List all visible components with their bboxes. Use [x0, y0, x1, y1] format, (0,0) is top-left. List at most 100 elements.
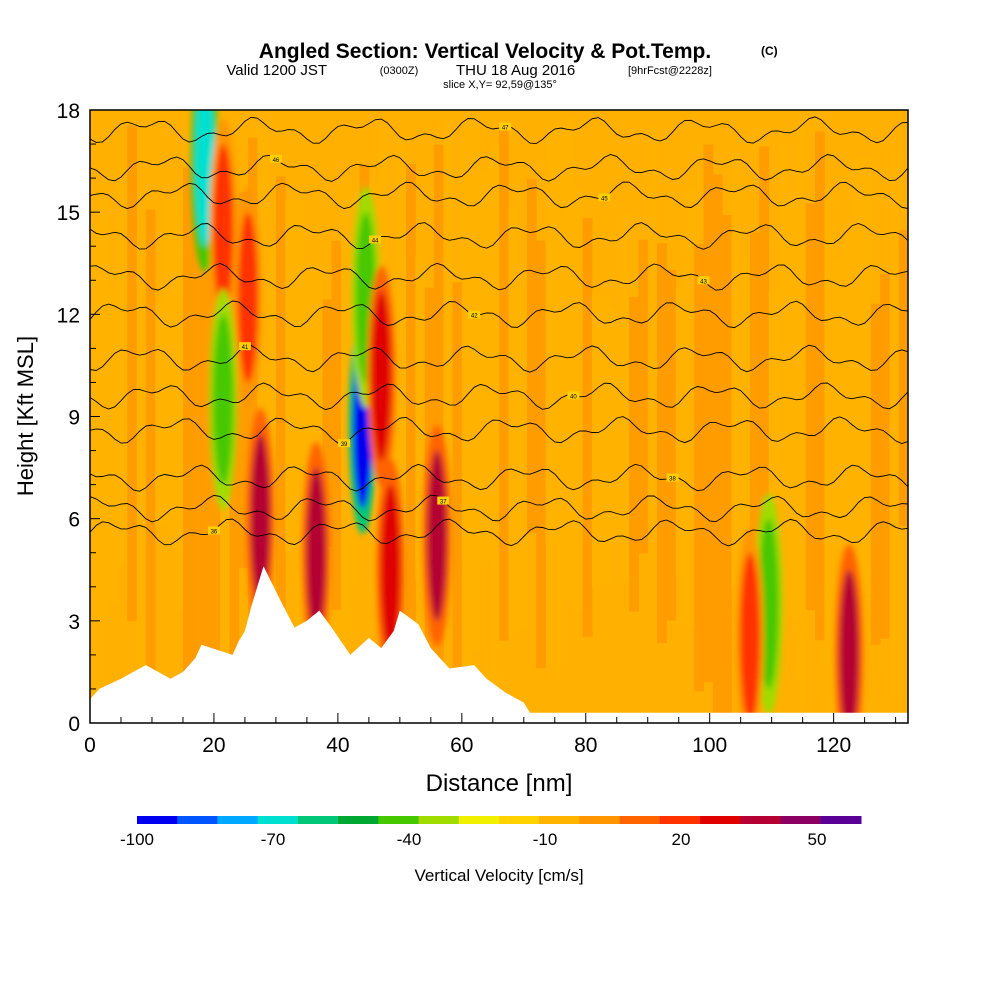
colorbar-tick-label: -40 — [397, 830, 422, 849]
velocity-band — [164, 200, 175, 528]
contour-label: 45 — [601, 196, 608, 202]
velocity-band — [712, 174, 723, 719]
velocity-band — [127, 125, 137, 622]
theta-contour — [90, 382, 908, 411]
contour-label: 39 — [341, 442, 348, 448]
colorbar-swatch — [659, 816, 701, 824]
valid-date: THU 18 Aug 2016 — [456, 62, 575, 79]
velocity-band — [777, 143, 788, 624]
velocity-band — [461, 120, 472, 666]
velocity-band — [443, 114, 454, 614]
contour-label-bg — [269, 154, 282, 163]
colorbar-swatch — [418, 816, 460, 824]
colorbar-swatch — [700, 816, 741, 824]
colorbar: -100 -70 -40 -10 20 50 — [120, 816, 862, 849]
velocity-band — [805, 203, 816, 610]
theta-contour — [90, 181, 908, 210]
contour-label: 40 — [570, 394, 577, 400]
x-tick-label: 40 — [326, 734, 349, 757]
theta-contour — [90, 116, 908, 145]
contour-label: 38 — [669, 477, 676, 483]
colorbar-swatch — [820, 816, 862, 824]
colorbar-tick-label: -70 — [261, 830, 286, 849]
velocity-core — [740, 552, 760, 723]
velocity-band — [108, 289, 119, 603]
velocity-band — [582, 217, 593, 637]
velocity-band — [313, 266, 323, 548]
colorbar-tick-label: -10 — [533, 830, 558, 849]
colorbar-tick-label: -100 — [120, 830, 154, 849]
velocity-band — [870, 303, 881, 645]
velocity-band — [145, 209, 156, 687]
y-tick-label: 9 — [68, 407, 80, 430]
velocity-band — [880, 274, 890, 639]
colorbar-label: Vertical Velocity [cm/s] — [414, 866, 583, 885]
velocity-band — [722, 215, 732, 716]
contour-label-bg — [567, 391, 580, 400]
velocity-band — [610, 307, 621, 542]
valid-time-utc: (0300Z) — [380, 65, 419, 77]
velocity-band — [638, 239, 649, 554]
velocity-band — [591, 293, 602, 588]
velocity-band — [545, 125, 556, 543]
contour-label-bg — [207, 526, 220, 535]
colorbar-swatch — [257, 816, 299, 824]
velocity-band — [768, 292, 779, 607]
x-axis-label: Distance [nm] — [426, 770, 573, 797]
velocity-band — [749, 232, 760, 643]
velocity-band — [759, 146, 770, 653]
colorbar-swatch — [338, 816, 379, 824]
colorbar-swatch — [740, 816, 782, 824]
velocity-band — [480, 170, 491, 562]
velocity-band — [452, 282, 463, 694]
velocity-band — [285, 199, 295, 552]
velocity-band — [387, 288, 398, 603]
velocity-core — [250, 433, 271, 604]
contour-label: 44 — [372, 238, 379, 244]
velocity-band — [155, 301, 165, 525]
theta-contour — [90, 222, 908, 250]
velocity-core — [380, 484, 401, 655]
terrain — [90, 566, 908, 723]
contour-label: 37 — [440, 500, 447, 506]
velocity-band — [536, 240, 546, 669]
velocity-band — [322, 299, 333, 548]
velocity-band — [415, 254, 426, 581]
velocity-band — [294, 199, 305, 670]
contour-label-bg — [369, 235, 382, 244]
velocity-core — [371, 290, 392, 461]
velocity-band — [489, 143, 500, 723]
velocity-band — [824, 189, 835, 717]
theta-contour — [90, 494, 908, 523]
velocity-band — [526, 179, 537, 533]
velocity-band — [517, 264, 528, 631]
x-tick-label: 120 — [816, 734, 851, 757]
velocity-band — [619, 211, 630, 580]
velocity-core — [306, 467, 327, 638]
velocity-band — [731, 147, 742, 589]
velocity-core — [427, 450, 447, 621]
contour-label-bg — [338, 439, 351, 448]
forecast-info: [9hrFcst@2228z] — [628, 65, 712, 77]
contour-label-bg — [499, 122, 512, 131]
y-tick-label: 12 — [57, 304, 80, 327]
theta-contour — [90, 300, 908, 329]
colorbar-swatch — [177, 816, 218, 824]
colorbar-swatch — [137, 816, 178, 824]
chart-title-units: (C) — [761, 44, 778, 58]
x-tick-label: 0 — [84, 734, 96, 757]
velocity-band — [629, 296, 639, 612]
velocity-core — [839, 569, 860, 723]
x-tick-label: 80 — [574, 734, 597, 757]
colorbar-swatch — [378, 816, 420, 824]
contour-label-bg — [666, 473, 679, 482]
colorbar-swatch — [297, 816, 339, 824]
contour-label-bg — [437, 496, 450, 505]
velocity-band — [740, 261, 751, 661]
velocity-band — [787, 192, 797, 619]
theta-contour — [90, 154, 908, 182]
theta-contour — [90, 262, 908, 291]
velocity-band — [703, 144, 714, 683]
colorbar-swatch — [499, 816, 540, 824]
velocity-band — [861, 156, 872, 595]
